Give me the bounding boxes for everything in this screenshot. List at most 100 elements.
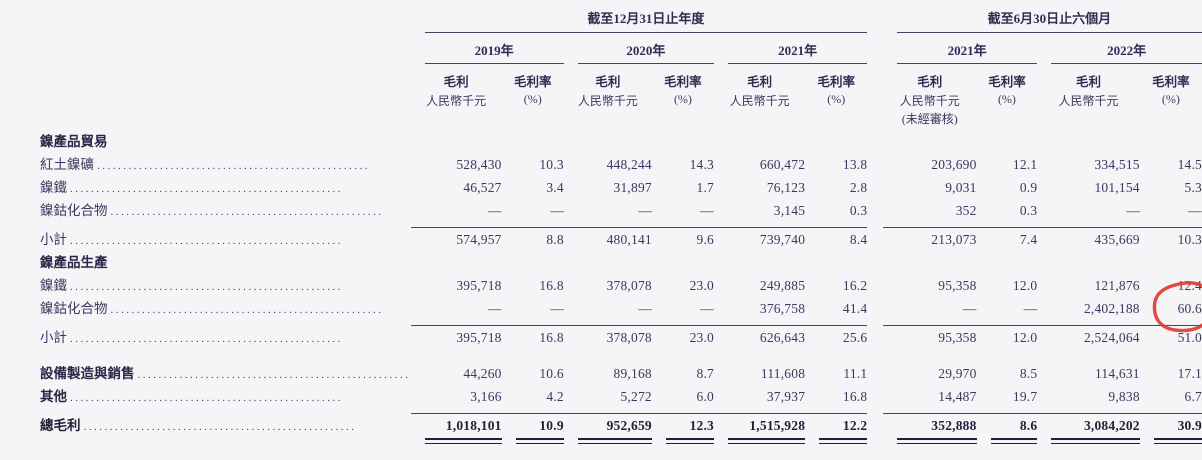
cell-value: 114,631 bbox=[1094, 366, 1140, 381]
table-row-others: 其他 3,166 4.2 5,272 6.0 37,937 16.8 14,48… bbox=[40, 382, 1202, 405]
col-header-margin: 毛利率 (%) bbox=[513, 75, 552, 106]
cell-value: 10.6 bbox=[539, 366, 564, 381]
section-label: 鎳產品貿易 bbox=[40, 134, 108, 149]
row-label: 紅土鎳礦 bbox=[40, 157, 94, 172]
cell-value: 395,718 bbox=[410, 325, 502, 346]
cell-value: 574,957 bbox=[410, 227, 502, 248]
cell-value: 46,527 bbox=[463, 180, 502, 195]
cell-value: 37,937 bbox=[766, 389, 806, 404]
col-header-margin: 毛利率 (%) bbox=[1152, 75, 1190, 106]
cell-value: 6.7 bbox=[1184, 389, 1202, 404]
dot-leader bbox=[67, 235, 411, 247]
cell-value: 6.0 bbox=[696, 389, 715, 404]
cell-value: 4.2 bbox=[546, 389, 564, 404]
cell-value: — bbox=[962, 301, 977, 316]
cell-value: 25.6 bbox=[805, 325, 868, 346]
cell-value: 12.3 bbox=[651, 413, 715, 434]
cell-value: 395,718 bbox=[456, 278, 502, 293]
cell-value: 101,154 bbox=[1094, 180, 1140, 195]
row-label: 設備製造與銷售 bbox=[40, 366, 135, 381]
cell-value: — bbox=[638, 301, 652, 316]
row-label: 總毛利 bbox=[40, 418, 81, 433]
double-rule bbox=[728, 438, 806, 444]
cell-value: 12.1 bbox=[1012, 157, 1038, 172]
cell-value: 51.0 bbox=[1139, 325, 1202, 346]
cell-value: 203,690 bbox=[931, 157, 977, 172]
cell-value: 44,260 bbox=[463, 366, 502, 381]
cell-value: 10.9 bbox=[501, 413, 564, 434]
cell-value: 480,141 bbox=[563, 227, 652, 248]
cell-value: 23.0 bbox=[689, 278, 715, 293]
cell-value: 8.4 bbox=[805, 227, 868, 248]
cell-value: — bbox=[550, 301, 564, 316]
cell-value: 626,643 bbox=[714, 325, 806, 346]
cell-value: 352 bbox=[955, 203, 977, 218]
table-row: 鎳鈷化合物 — — — — 3,145 0.3 352 0.3 — — bbox=[40, 196, 1202, 219]
table-header: 截至12月31日止年度 截至6月30日止六個月 2019年 2020年 2021… bbox=[40, 4, 1202, 127]
row-label: 鎳鐵 bbox=[40, 180, 67, 195]
cell-value: 121,876 bbox=[1094, 278, 1140, 293]
year-2019: 2019年 bbox=[424, 33, 564, 64]
interim-2022: 2022年 bbox=[1051, 33, 1202, 64]
cell-value: — bbox=[487, 301, 502, 316]
cell-value: 23.0 bbox=[651, 325, 715, 346]
cell-value: 7.4 bbox=[976, 227, 1038, 248]
cell-value: 528,430 bbox=[456, 157, 502, 172]
dot-leader bbox=[135, 369, 411, 381]
table-row: 鎳鐵 395,718 16.8 378,078 23.0 249,885 16.… bbox=[40, 271, 1202, 294]
year-2020: 2020年 bbox=[577, 33, 715, 64]
measure-header-row: 毛利 人民幣千元 毛利率 (%) 毛利 人民幣千元 毛利率 (%) 毛利 人民幣… bbox=[40, 64, 1202, 127]
cell-value: 16.8 bbox=[539, 278, 564, 293]
double-rule bbox=[577, 438, 652, 444]
dot-leader bbox=[108, 206, 411, 218]
cell-value: 89,168 bbox=[613, 366, 652, 381]
col-header-profit: 毛利 人民幣千元 bbox=[1058, 75, 1119, 108]
cell-value: 9,031 bbox=[945, 180, 977, 195]
cell-value: 95,358 bbox=[938, 278, 977, 293]
cell-value: 9,838 bbox=[1108, 389, 1140, 404]
cell-value: — bbox=[487, 203, 502, 218]
table-row: 紅土鎳礦 528,430 10.3 448,244 14.3 660,472 1… bbox=[40, 150, 1202, 173]
double-rule bbox=[665, 438, 715, 444]
cell-value: — bbox=[700, 203, 715, 218]
dot-leader bbox=[81, 421, 411, 433]
cell-value: 12.0 bbox=[976, 325, 1038, 346]
cell-value: 12.0 bbox=[1012, 278, 1038, 293]
cell-value: 378,078 bbox=[563, 325, 652, 346]
year-header-row: 2019年 2020年 2021年 2021年 2022年 bbox=[40, 33, 1202, 64]
double-rule bbox=[1051, 438, 1140, 444]
interim-2021: 2021年 bbox=[896, 33, 1038, 64]
cell-value: 8.7 bbox=[696, 366, 715, 381]
cell-value: 12.4 bbox=[1177, 278, 1202, 293]
double-rule bbox=[819, 438, 868, 444]
cell-value: 9.6 bbox=[651, 227, 715, 248]
cell-value: 1.7 bbox=[696, 180, 715, 195]
cell-value: 14.3 bbox=[689, 157, 715, 172]
cell-value: 95,358 bbox=[882, 325, 977, 346]
cell-value: 19.7 bbox=[1012, 389, 1038, 404]
dot-leader bbox=[67, 333, 411, 345]
dot-leader bbox=[67, 183, 411, 195]
cell-value: 10.3 bbox=[539, 157, 564, 172]
cell-value: — bbox=[638, 203, 652, 218]
section-label: 鎳產品生產 bbox=[40, 255, 108, 270]
cell-value: — bbox=[700, 301, 715, 316]
row-label: 小計 bbox=[40, 330, 67, 345]
subtotal-row-production: 小計 395,718 16.8 378,078 23.0 626,643 25.… bbox=[40, 317, 1202, 346]
cell-value: 739,740 bbox=[714, 227, 806, 248]
cell-value: 14.5 bbox=[1177, 157, 1202, 172]
gross-profit-table: 截至12月31日止年度 截至6月30日止六個月 2019年 2020年 2021… bbox=[40, 4, 1202, 444]
total-double-rule-row bbox=[40, 434, 1202, 444]
cell-value: 14,487 bbox=[938, 389, 977, 404]
cell-value: 111,608 bbox=[760, 366, 806, 381]
period-header-annual: 截至12月31日止年度 bbox=[424, 4, 868, 33]
dot-leader bbox=[67, 392, 411, 404]
cell-value: 5.3 bbox=[1184, 180, 1202, 195]
cell-value: 660,472 bbox=[759, 157, 806, 172]
year-2021: 2021年 bbox=[728, 33, 868, 64]
cell-value: 8.5 bbox=[1019, 366, 1038, 381]
col-header-profit: 毛利 人民幣千元 bbox=[426, 75, 487, 108]
cell-value: 0.3 bbox=[1019, 203, 1038, 218]
cell-value: 16.2 bbox=[842, 278, 868, 293]
period-header-interim: 截至6月30日止六個月 bbox=[896, 4, 1202, 33]
